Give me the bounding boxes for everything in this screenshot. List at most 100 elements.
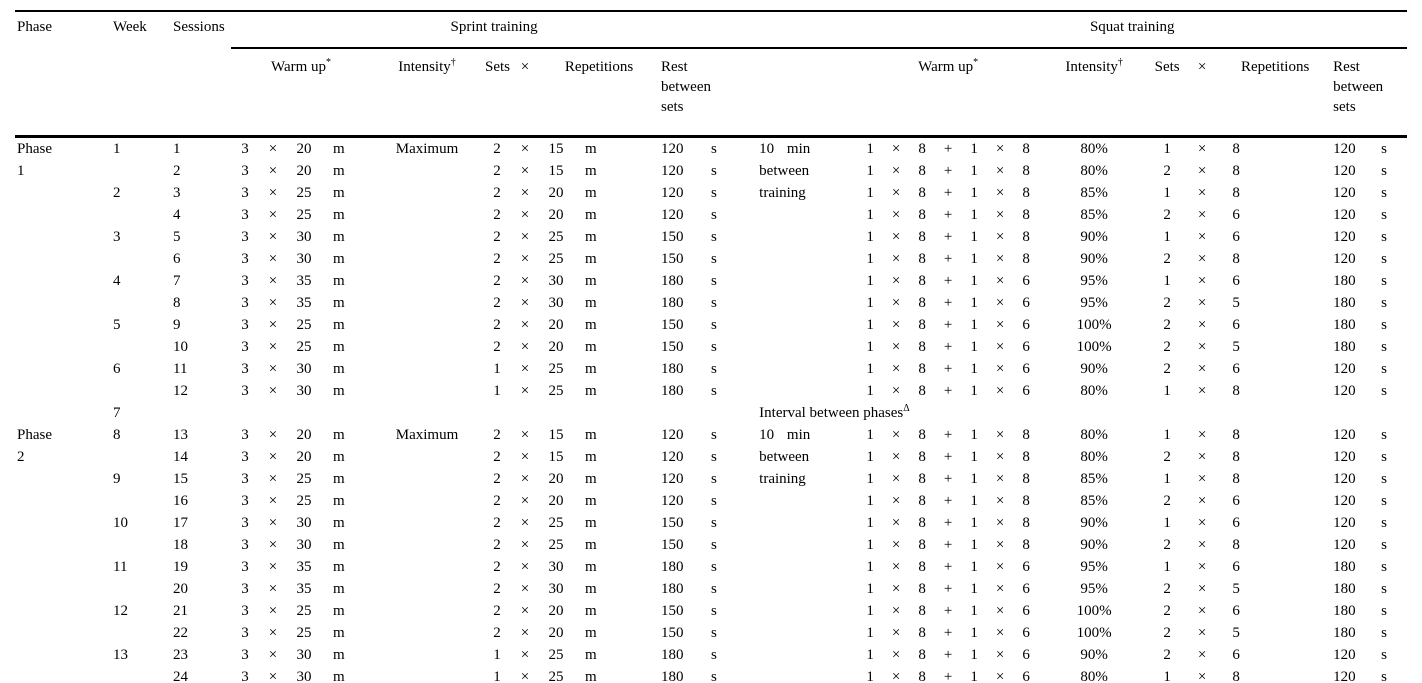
sprint-unit-cell: m: [585, 317, 597, 333]
squat-warmup-sets1-cell: 1: [866, 471, 874, 487]
sprint-warmup-times-icon: ×: [268, 163, 278, 179]
rest-between-sets-label: Rest between sets: [661, 59, 711, 115]
squat-reps-cell: 6: [1232, 229, 1240, 245]
squat-sets-cell: 2: [1163, 207, 1171, 223]
squat-repetitions-spacer-cell: [1253, 182, 1331, 204]
squat-rest-cell: 180: [1333, 581, 1356, 597]
sprint-sets-cell: 2: [493, 537, 501, 553]
squat-warmup-reps1-cell: 8: [918, 185, 926, 201]
squat-sets-cell: 1: [1163, 559, 1171, 575]
sprint-times-icon: ×: [520, 251, 530, 267]
week-cell: 6: [113, 361, 121, 377]
group-header-sprint-training: Sprint training: [231, 11, 758, 49]
squat-rest-cell: 120: [1333, 515, 1356, 531]
sprint-rest-cell: 180: [661, 361, 684, 377]
squat-reps-cell: 8: [1232, 185, 1240, 201]
squat-warmup-sets1-cell: 1: [866, 339, 874, 355]
squat-times-icon: ×: [1197, 559, 1207, 575]
sprint-times-icon: ×: [520, 141, 530, 157]
squat-times-icon: ×: [1197, 603, 1207, 619]
sprint-rest-unit-cell: s: [711, 625, 717, 641]
squat-repetitions-spacer-cell: [1253, 644, 1331, 666]
sprint-unit-cell: m: [585, 471, 597, 487]
sprint-warmup-reps-cell: 30: [296, 515, 312, 531]
squat-warmup-sets2-cell: 1: [970, 625, 978, 641]
sprint-unit-cell: m: [585, 515, 597, 531]
session-cell: 12: [173, 383, 188, 399]
sprint-rest-cell: 150: [661, 515, 684, 531]
phase-cell: [15, 490, 95, 512]
phase-cell: [15, 380, 95, 402]
sprint-unit-cell: m: [585, 647, 597, 663]
squat-warmup-sets1-cell: 1: [866, 515, 874, 531]
squat-warmup-sets2-cell: 1: [970, 493, 978, 509]
squat-warmup-reps1-cell: 8: [918, 669, 926, 683]
sprint-warmup-sets-cell: 3: [241, 141, 249, 157]
squat-rest-unit-cell: s: [1381, 361, 1387, 377]
squat-sets-cell: 1: [1163, 669, 1171, 683]
sprint-reps-cell: 20: [548, 339, 564, 355]
table-row: 11 19 3 × 35 m 2 × 30 m 180 s 1 × 8 +1 × 6 95% 1 × 6 180 s: [15, 556, 1407, 578]
squat-intensity-cell: 85%: [1080, 207, 1108, 223]
sprint-rest-unit-cell: s: [711, 515, 717, 531]
squat-rest-unit-cell: s: [1381, 251, 1387, 267]
squat-repetitions-spacer-cell: [1253, 314, 1331, 336]
sprint-times-icon: ×: [520, 625, 530, 641]
sprint-times-icon: ×: [520, 647, 530, 663]
squat-warmup-times2-icon: ×: [995, 295, 1005, 311]
squat-warmup-plus-icon: +: [943, 141, 953, 157]
squat-sets-cell: 2: [1163, 493, 1171, 509]
sprint-rest-unit-cell: s: [711, 361, 717, 377]
table-row: 3 5 3 × 30 m 2 × 25 m 150 s 1 × 8 +1 × 8 90% 1 × 6 120 s: [15, 226, 1407, 248]
squat-warmup-reps1-cell: 8: [918, 383, 926, 399]
week-cell: 3: [113, 229, 121, 245]
sprint-intensity-cell: [371, 292, 483, 314]
squat-warmup-reps2-cell: 8: [1022, 471, 1030, 487]
sprint-rest-unit-cell: s: [711, 493, 717, 509]
interval-label: Interval between phases: [759, 405, 904, 421]
squat-warmup-sets1-cell: 1: [866, 537, 874, 553]
squat-warmup-reps2-cell: 6: [1022, 669, 1030, 683]
squat-warmup-reps1-cell: 8: [918, 361, 926, 377]
sprint-warmup-times-icon: ×: [268, 449, 278, 465]
squat-rest-unit-cell: s: [1381, 229, 1387, 245]
sprint-warmup-sets-cell: 3: [241, 229, 249, 245]
squat-sets-cell: 1: [1163, 141, 1171, 157]
table-row: 9 15 3 × 25 m 2 × 20 m 120 s training 1 × 8 +1 × 8 85% 1 × 8 12…: [15, 468, 1407, 490]
between-training-note-cell: between: [759, 449, 810, 465]
sprint-intensity-cell: [371, 512, 483, 534]
sprint-warmup-times-icon: ×: [268, 339, 278, 355]
phase-cell: [15, 600, 95, 622]
table-row: 16 3 × 25 m 2 × 20 m 120 s 1 × 8 +1 × 8 85% 2 × 6 120 s: [15, 490, 1407, 512]
sprint-rest-cell: 120: [661, 207, 684, 223]
squat-warmup-reps2-cell: 6: [1022, 339, 1030, 355]
squat-warmup-plus-icon: +: [943, 669, 953, 683]
squat-repetitions-spacer-cell: [1253, 160, 1331, 182]
squat-warmup-plus-icon: +: [943, 295, 953, 311]
squat-intensity-cell: 85%: [1080, 493, 1108, 509]
squat-warmup-reps1-cell: 8: [918, 603, 926, 619]
squat-warmup-times2-icon: ×: [995, 163, 1005, 179]
sprint-reps-cell: 15: [548, 163, 564, 179]
sprint-sets-cell: 2: [493, 559, 501, 575]
session-cell: 21: [173, 603, 188, 619]
training-schedule-table: Phase Week Sessions Sprint training Squa…: [15, 10, 1408, 683]
squat-warmup-sets2-cell: 1: [970, 383, 978, 399]
squat-rest-unit-cell: s: [1381, 339, 1387, 355]
sprint-warmup-times-icon: ×: [268, 515, 278, 531]
sprint-warmup-times-icon: ×: [268, 625, 278, 641]
sprint-intensity-cell: [371, 336, 483, 358]
sprint-unit-cell: m: [585, 537, 597, 553]
sprint-warmup-unit-cell: m: [333, 207, 345, 223]
sprint-reps-cell: 20: [548, 317, 564, 333]
squat-rest-cell: 120: [1333, 537, 1356, 553]
squat-warmup-sets1-cell: 1: [866, 163, 874, 179]
squat-reps-cell: 8: [1232, 427, 1240, 443]
squat-warmup-reps1-cell: 8: [918, 559, 926, 575]
squat-warmup-times2-icon: ×: [995, 317, 1005, 333]
sprint-unit-cell: m: [585, 207, 597, 223]
asterisk-footnote-marker: *: [973, 57, 979, 68]
sprint-rest-cell: 180: [661, 383, 684, 399]
sprint-sets-cell: 2: [493, 449, 501, 465]
sprint-times-icon: ×: [520, 163, 530, 179]
